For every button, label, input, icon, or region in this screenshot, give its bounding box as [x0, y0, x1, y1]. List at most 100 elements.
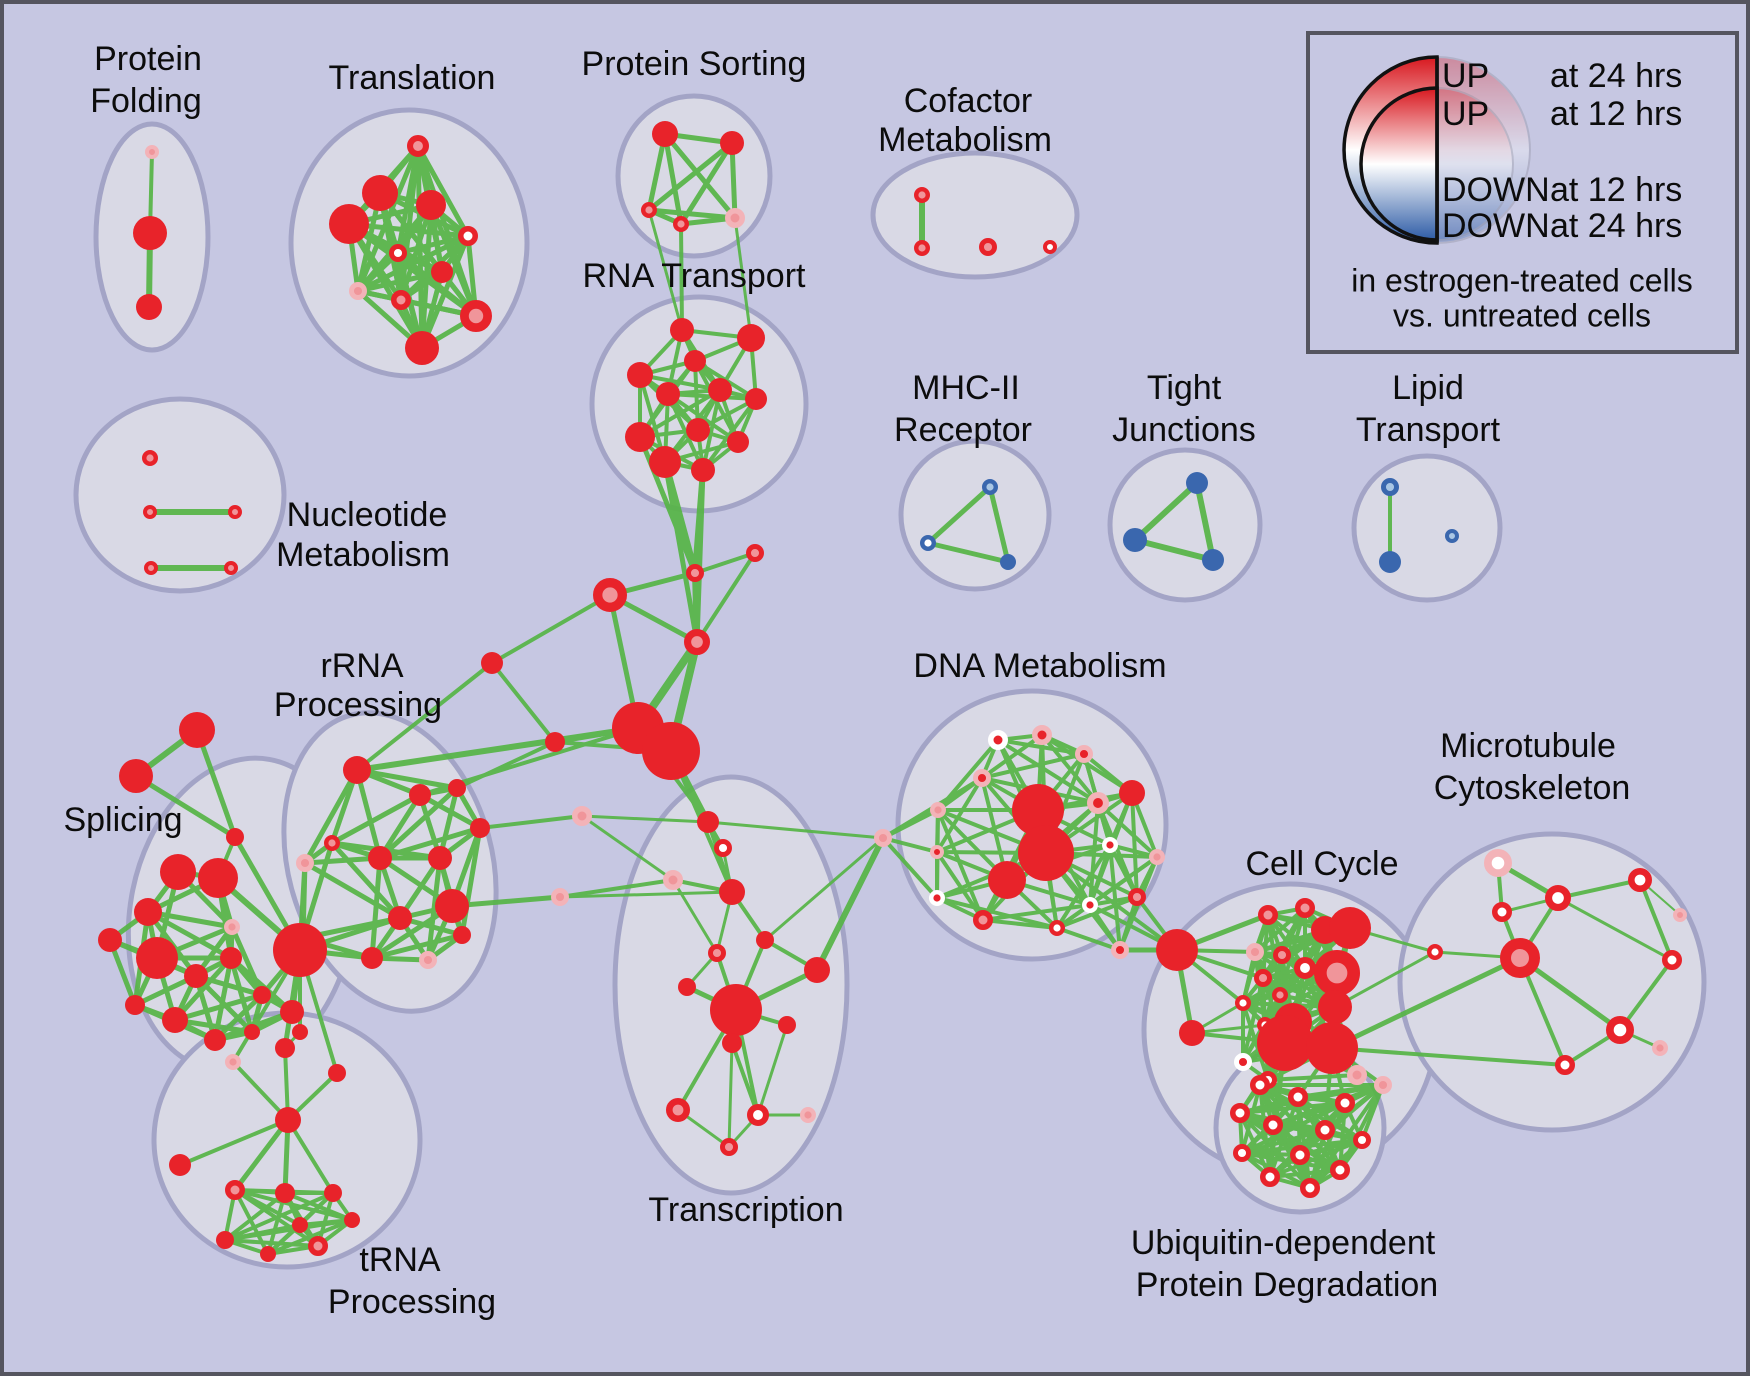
- node-tc1[interactable]: [697, 811, 719, 833]
- node-rr1[interactable]: [343, 756, 371, 784]
- node-tc10[interactable]: [778, 1016, 796, 1034]
- node-tc4[interactable]: [719, 879, 745, 905]
- node-tc7[interactable]: [678, 978, 696, 996]
- node-mt6[interactable]: [1628, 867, 1653, 892]
- node-sp1[interactable]: [160, 854, 196, 890]
- node-sp9[interactable]: [253, 986, 271, 1004]
- node-cc7[interactable]: [1294, 957, 1317, 980]
- node-tj2[interactable]: [1123, 528, 1147, 552]
- node-sp11[interactable]: [162, 1007, 188, 1033]
- node-rr8[interactable]: [428, 846, 452, 870]
- node-tr10[interactable]: [459, 299, 492, 332]
- node-dm11[interactable]: [1087, 792, 1110, 815]
- node-ps4[interactable]: [673, 215, 690, 232]
- node-rr12[interactable]: [361, 947, 383, 969]
- node-tr2[interactable]: [362, 175, 398, 211]
- node-tc16[interactable]: [550, 887, 569, 906]
- node-rt10[interactable]: [727, 431, 749, 453]
- node-cf4[interactable]: [1043, 240, 1057, 254]
- node-cc5[interactable]: [1245, 942, 1264, 961]
- node-rt7[interactable]: [745, 388, 767, 410]
- node-cc1[interactable]: [1258, 905, 1278, 925]
- node-rt5[interactable]: [708, 378, 732, 402]
- node-sp7[interactable]: [184, 964, 208, 988]
- node-rr11[interactable]: [435, 889, 469, 923]
- node-cc2[interactable]: [1295, 898, 1315, 918]
- node-rt11[interactable]: [649, 446, 681, 478]
- node-tn10[interactable]: [216, 1231, 234, 1249]
- node-dm3[interactable]: [1074, 744, 1093, 763]
- node-rt12[interactable]: [691, 458, 715, 482]
- node-tn1[interactable]: [224, 1053, 241, 1070]
- node-dm4[interactable]: [972, 768, 991, 787]
- node-tc5[interactable]: [756, 931, 774, 949]
- node-ub2[interactable]: [1288, 1087, 1308, 1107]
- node-cc10[interactable]: [1271, 987, 1288, 1004]
- node-tj3[interactable]: [1202, 549, 1224, 571]
- node-c5[interactable]: [545, 732, 565, 752]
- node-tc12[interactable]: [665, 1098, 690, 1123]
- node-rt8[interactable]: [625, 422, 655, 452]
- node-pf2[interactable]: [133, 216, 167, 250]
- node-tn8[interactable]: [275, 1183, 295, 1203]
- node-tn14[interactable]: [292, 1217, 308, 1233]
- node-dm6[interactable]: [873, 828, 892, 847]
- node-ub13[interactable]: [1373, 1075, 1392, 1094]
- node-cc6[interactable]: [1272, 945, 1291, 964]
- node-ub6[interactable]: [1315, 1120, 1335, 1140]
- node-ub11[interactable]: [1260, 1167, 1280, 1187]
- node-mt4[interactable]: [1492, 902, 1512, 922]
- node-bc2[interactable]: [1179, 1020, 1205, 1046]
- node-cc8[interactable]: [1313, 950, 1360, 997]
- node-mt2[interactable]: [1483, 848, 1512, 877]
- node-cc15[interactable]: [1257, 1015, 1313, 1071]
- node-rt9[interactable]: [686, 418, 710, 442]
- node-tj1[interactable]: [1186, 472, 1208, 494]
- node-ub5[interactable]: [1263, 1115, 1283, 1135]
- node-tn3[interactable]: [328, 1064, 346, 1082]
- node-mh3[interactable]: [1000, 554, 1016, 570]
- node-tri3[interactable]: [226, 828, 244, 846]
- node-tc15[interactable]: [719, 1137, 738, 1156]
- node-tn6[interactable]: [169, 1154, 191, 1176]
- node-rt2[interactable]: [737, 324, 765, 352]
- node-cc19[interactable]: [1347, 1065, 1367, 1085]
- node-tr7[interactable]: [431, 261, 453, 283]
- node-ub7[interactable]: [1352, 1130, 1371, 1149]
- node-pf3[interactable]: [136, 294, 162, 320]
- node-cc9[interactable]: [1253, 968, 1272, 987]
- node-bc1[interactable]: [1156, 929, 1198, 971]
- node-sp5[interactable]: [98, 928, 122, 952]
- node-mt5[interactable]: [1500, 938, 1540, 978]
- node-c3[interactable]: [745, 543, 764, 562]
- node-mt10[interactable]: [1555, 1055, 1575, 1075]
- node-tri1[interactable]: [179, 712, 215, 748]
- node-tc11[interactable]: [722, 1033, 742, 1053]
- node-tc13[interactable]: [747, 1104, 770, 1127]
- node-rr14[interactable]: [453, 926, 471, 944]
- node-dm8[interactable]: [1012, 784, 1064, 836]
- node-nm3[interactable]: [228, 505, 242, 519]
- node-cc11[interactable]: [1234, 995, 1251, 1012]
- node-sp14[interactable]: [280, 1000, 304, 1024]
- node-mt3[interactable]: [1544, 885, 1571, 912]
- node-rt4[interactable]: [627, 362, 653, 388]
- node-cc17[interactable]: [1233, 1052, 1252, 1071]
- node-c6[interactable]: [481, 652, 503, 674]
- node-rr5[interactable]: [324, 835, 341, 852]
- node-ub8[interactable]: [1232, 1143, 1251, 1162]
- node-ps3[interactable]: [641, 201, 658, 218]
- node-ps5[interactable]: [725, 208, 745, 228]
- node-dm14[interactable]: [929, 890, 946, 907]
- node-tri2[interactable]: [119, 759, 153, 793]
- node-nm1[interactable]: [141, 450, 158, 467]
- node-tr11[interactable]: [405, 331, 439, 365]
- node-rr10[interactable]: [388, 906, 412, 930]
- node-tr9[interactable]: [391, 290, 411, 310]
- node-c1[interactable]: [685, 563, 704, 582]
- node-lp1[interactable]: [1380, 478, 1399, 497]
- node-nm2[interactable]: [143, 505, 157, 519]
- node-tn2[interactable]: [275, 1038, 295, 1058]
- node-dm5[interactable]: [930, 802, 947, 819]
- node-mh1[interactable]: [982, 479, 999, 496]
